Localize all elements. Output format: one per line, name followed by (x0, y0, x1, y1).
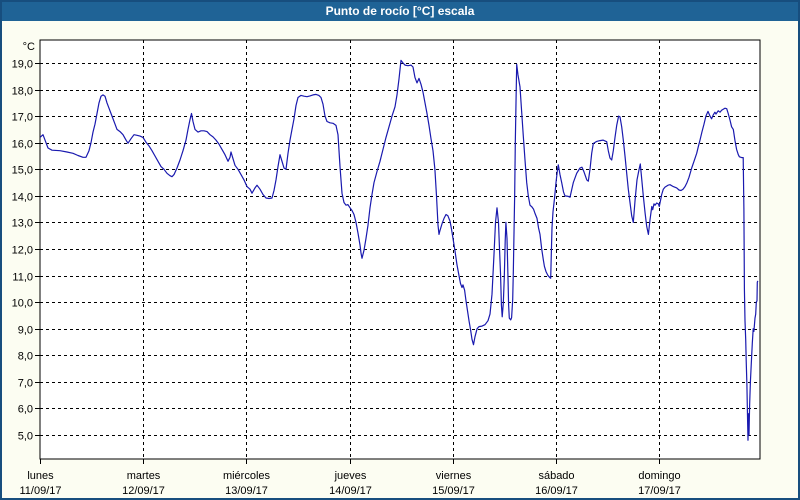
x-date-label: 14/09/17 (329, 485, 372, 497)
y-tick-label: 11,0 (12, 272, 33, 284)
y-tick-label: 6,0 (18, 404, 33, 416)
x-day-label: jueves (334, 470, 367, 482)
x-date-label: 11/09/17 (19, 485, 61, 497)
x-date-label: 13/09/17 (225, 485, 268, 497)
y-tick-label: 9,0 (18, 325, 33, 337)
x-date-label: 15/09/17 (432, 485, 475, 497)
y-tick-label: 16,0 (12, 139, 33, 151)
x-date-label: 16/09/17 (535, 485, 578, 497)
y-tick-label: 10,0 (12, 298, 33, 310)
x-day-label: viernes (436, 470, 472, 482)
x-day-label: lunes (27, 470, 54, 482)
y-tick-label: 13,0 (12, 218, 33, 230)
y-tick-label: 14,0 (12, 192, 33, 204)
x-day-label: domingo (638, 470, 680, 482)
title-bar: Punto de rocío [°C] escala (0, 0, 800, 21)
y-tick-label: 7,0 (18, 378, 33, 390)
y-tick-label: 18,0 (12, 86, 33, 98)
y-tick-label: 15,0 (12, 165, 33, 177)
y-tick-label: 17,0 (12, 112, 33, 124)
x-day-label: miércoles (223, 470, 271, 482)
y-tick-label: 5,0 (18, 431, 33, 443)
y-tick-label: 12,0 (12, 245, 33, 257)
x-day-label: sábado (538, 470, 574, 482)
x-date-label: 17/09/17 (638, 485, 681, 497)
x-date-label: 12/09/17 (122, 485, 165, 497)
dewpoint-series-line (40, 59, 759, 441)
y-axis-unit-label: °C (23, 41, 35, 53)
y-tick-label: 19,0 (12, 59, 33, 71)
y-tick-label: 8,0 (18, 351, 33, 363)
chart-title: Punto de rocío [°C] escala (325, 3, 475, 18)
x-day-label: martes (127, 470, 161, 482)
